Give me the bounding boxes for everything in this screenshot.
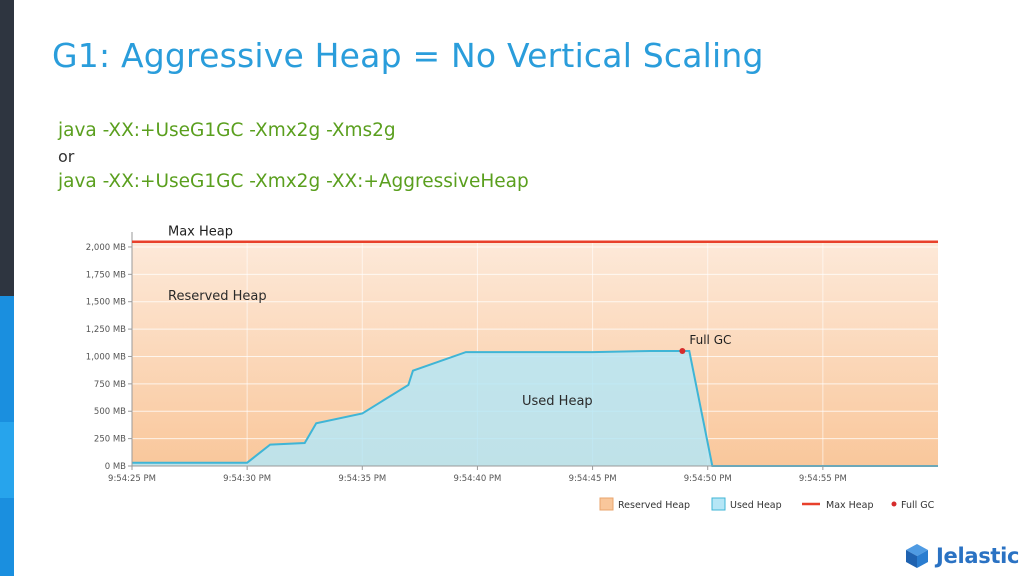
side-bar-light-blue-segment <box>0 422 14 498</box>
y-tick-label: 1,250 MB <box>86 325 126 335</box>
legend-label-reserved-heap: Reserved Heap <box>618 500 690 511</box>
jelastic-logo: Jelastic <box>904 543 1020 569</box>
reserved-heap-label: Reserved Heap <box>168 289 267 304</box>
y-tick-label: 0 MB <box>105 462 126 472</box>
full-gc-label: Full GC <box>689 333 731 347</box>
x-tick-label: 9:54:55 PM <box>799 474 847 484</box>
y-tick-label: 2,000 MB <box>86 243 126 253</box>
x-tick-label: 9:54:25 PM <box>108 474 156 484</box>
legend-label-full-gc: Full GC <box>901 500 935 511</box>
y-tick-label: 1,500 MB <box>86 298 126 308</box>
x-tick-label: 9:54:30 PM <box>223 474 271 484</box>
brand-name: Jelastic <box>936 544 1020 568</box>
side-bar-blue-segment-bottom <box>0 498 14 576</box>
legend-label-max-heap: Max Heap <box>826 500 874 511</box>
y-tick-label: 750 MB <box>94 380 126 390</box>
side-bar-blue-segment <box>0 296 14 422</box>
x-tick-label: 9:54:40 PM <box>453 474 501 484</box>
y-tick-label: 1,000 MB <box>86 352 126 362</box>
used-heap-label: Used Heap <box>522 394 593 409</box>
y-tick-label: 500 MB <box>94 407 126 417</box>
x-tick-label: 9:54:50 PM <box>684 474 732 484</box>
y-tick-label: 250 MB <box>94 435 126 445</box>
command-line-1: java -XX:+UseG1GC -Xmx2g -Xms2g <box>58 120 396 141</box>
slide-title: G1: Aggressive Heap = No Vertical Scalin… <box>52 36 764 75</box>
legend-swatch-full-gc <box>891 501 897 507</box>
command-line-2: java -XX:+UseG1GC -Xmx2g -XX:+Aggressive… <box>58 171 529 192</box>
heap-chart: 0 MB 250 MB 500 MB 750 MB 1,000 MB 1,250 MB 1,… <box>86 225 938 511</box>
x-tick-label: 9:54:45 PM <box>569 474 617 484</box>
x-tick-label: 9:54:35 PM <box>338 474 386 484</box>
legend-swatch-used-heap <box>711 497 726 511</box>
jelastic-cube-icon <box>906 544 928 568</box>
max-heap-label: Max Heap <box>168 225 233 240</box>
side-accent-bar <box>0 0 14 576</box>
or-text: or <box>58 147 75 166</box>
full-gc-marker <box>679 348 686 354</box>
legend-label-used-heap: Used Heap <box>730 500 782 511</box>
used-heap-area <box>132 351 938 466</box>
side-bar-dark-segment <box>0 0 14 296</box>
legend-swatch-reserved-heap <box>599 497 614 511</box>
y-tick-label: 1,750 MB <box>86 270 126 280</box>
